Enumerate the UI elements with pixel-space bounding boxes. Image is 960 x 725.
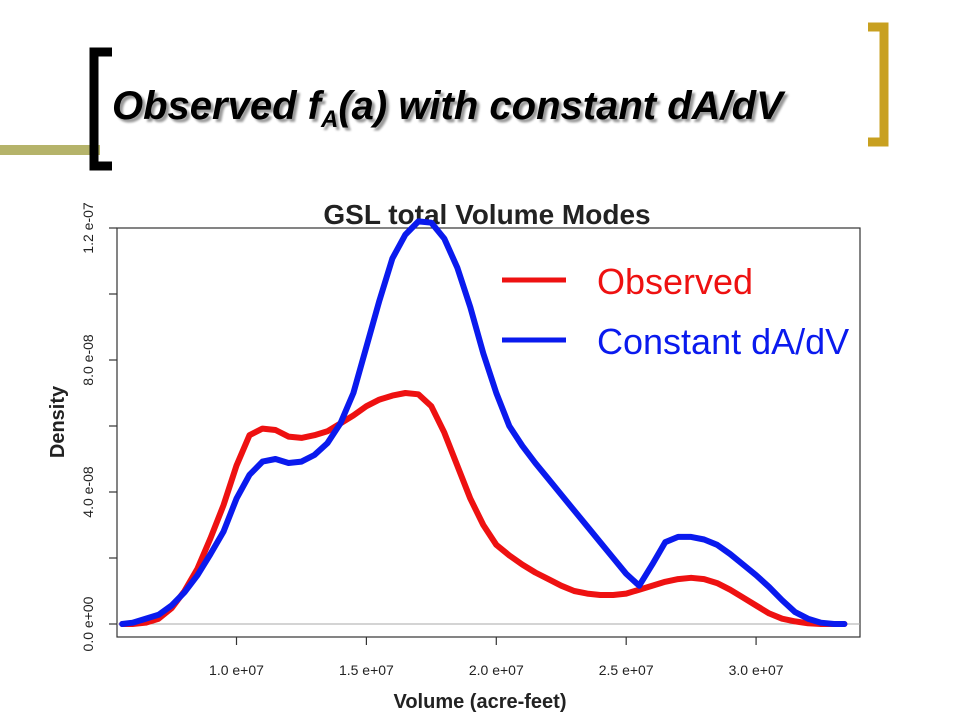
y-tick-label: 8.0 e-08 [80,334,96,386]
legend: Observed Constant dA/dV [502,261,849,362]
plot-area: 0.0 e+00 4.0 e-08 8.0 e-08 1.2 e-07 1.0 e+07… [80,202,861,678]
y-axis-label: Density [47,385,69,458]
x-tick-label: 1.0 e+07 [209,662,264,678]
x-tick-label: 2.5 e+07 [599,662,654,678]
y-tick-label: 4.0 e-08 [80,466,96,518]
chart-title: GSL total Volume Modes [323,199,650,230]
slide-title: Observed fA(a) with constant dA/dV [112,84,783,132]
x-tick-label: 3.0 e+07 [729,662,784,678]
left-bracket [89,47,112,171]
slide-title-main: Observed f [112,84,321,128]
slide-title-rest: (a) with constant dA/dV [338,84,783,128]
plot-frame [116,227,861,638]
x-tick-label: 1.5 e+07 [339,662,394,678]
x-axis-label: Volume (acre-feet) [393,691,566,713]
right-bracket [868,22,889,147]
legend-label: Constant dA/dV [597,321,849,362]
slide-title-subscript: A [320,106,339,133]
series-line-observed [119,390,848,627]
series-line-constant-da-dv [119,218,848,627]
y-tick-label: 1.2 e-07 [80,202,96,254]
y-tick-label: 0.0 e+00 [80,596,96,651]
x-tick-label: 2.0 e+07 [469,662,524,678]
legend-label: Observed [597,261,753,302]
olive-accent-bar [0,145,100,155]
